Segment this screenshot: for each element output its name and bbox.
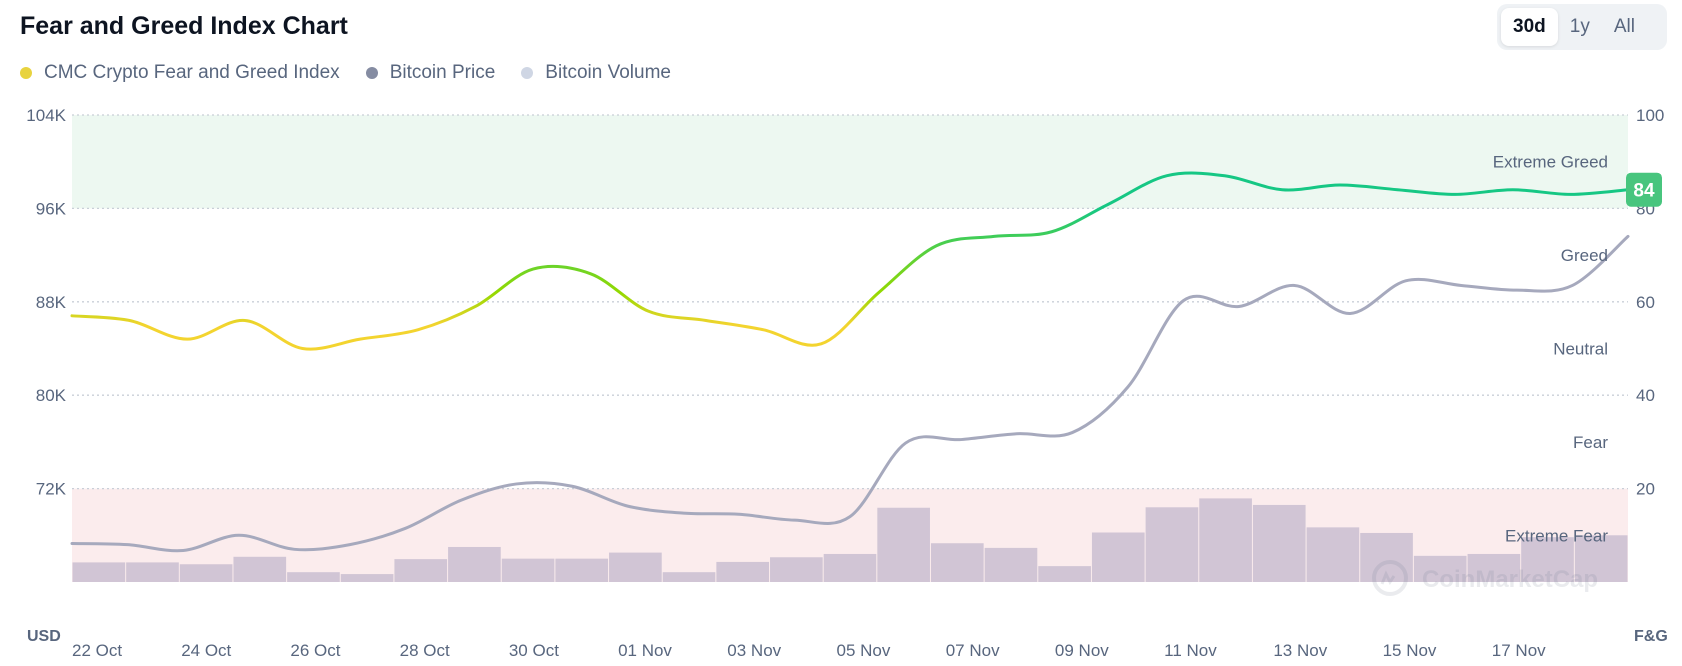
- time-range-selector: 30d 1y All: [1497, 4, 1667, 50]
- legend-item-fear-greed[interactable]: CMC Crypto Fear and Greed Index: [20, 62, 340, 84]
- zone-label: Greed: [1561, 246, 1608, 265]
- chart-legend: CMC Crypto Fear and Greed Index Bitcoin …: [20, 62, 671, 84]
- x-axis-tick: 11 Nov: [1164, 641, 1217, 660]
- zone-label: Extreme Greed: [1493, 153, 1608, 172]
- volume-bar[interactable]: [1360, 532, 1413, 582]
- x-axis-tick: 22 Oct: [72, 641, 122, 660]
- volume-bar[interactable]: [287, 572, 340, 582]
- x-axis-tick: 03 Nov: [727, 641, 781, 660]
- range-1y-button[interactable]: 1y: [1558, 8, 1602, 46]
- zone-label: Extreme Fear: [1505, 526, 1608, 545]
- legend-dot-bitcoin-price: [365, 67, 378, 79]
- x-axis-tick: 07 Nov: [946, 641, 1000, 660]
- volume-bar[interactable]: [770, 557, 823, 582]
- volume-bar[interactable]: [126, 562, 179, 582]
- extreme-greed-zone: [72, 115, 1628, 209]
- zone-label: Neutral: [1553, 340, 1608, 359]
- x-axis-tick: 01 Nov: [618, 641, 672, 660]
- volume-bar[interactable]: [1199, 498, 1252, 582]
- left-axis-unit: USD: [27, 628, 61, 645]
- right-axis-unit: F&G: [1634, 628, 1668, 645]
- volume-bar[interactable]: [340, 574, 394, 582]
- volume-bar[interactable]: [1038, 566, 1091, 582]
- volume-bar[interactable]: [1574, 535, 1628, 582]
- legend-dot-bitcoin-volume: [521, 67, 534, 79]
- bitcoin-price-line[interactable]: [70, 234, 1630, 553]
- volume-bar[interactable]: [823, 553, 877, 582]
- volume-bar[interactable]: [1306, 527, 1360, 582]
- x-axis-tick: 28 Oct: [400, 641, 450, 660]
- right-axis-tick: 20: [1636, 480, 1655, 499]
- left-axis-tick: 104K: [26, 106, 66, 125]
- legend-item-bitcoin-price[interactable]: Bitcoin Price: [365, 62, 496, 84]
- volume-bar[interactable]: [394, 559, 448, 582]
- watermark-text: CoinMarketCap: [1422, 566, 1598, 593]
- x-axis-tick: 17 Nov: [1492, 641, 1546, 660]
- volume-bar[interactable]: [555, 558, 609, 582]
- x-axis-tick: 09 Nov: [1055, 641, 1109, 660]
- volume-bar[interactable]: [877, 507, 930, 582]
- volume-bar[interactable]: [930, 543, 984, 582]
- volume-bar[interactable]: [984, 547, 1038, 582]
- volume-bar[interactable]: [1145, 507, 1199, 582]
- right-axis-tick: 60: [1636, 293, 1655, 312]
- volume-bar[interactable]: [716, 561, 770, 582]
- x-axis-tick: 26 Oct: [290, 641, 340, 660]
- left-axis-tick: 96K: [36, 199, 67, 218]
- current-value-text: 84: [1633, 181, 1655, 202]
- left-axis-tick: 88K: [36, 293, 67, 312]
- legend-label-bitcoin-volume: Bitcoin Volume: [545, 62, 671, 83]
- range-all-button[interactable]: All: [1602, 8, 1647, 46]
- right-axis-tick: 40: [1636, 386, 1655, 405]
- volume-bar[interactable]: [1252, 504, 1306, 582]
- volume-bar[interactable]: [1091, 532, 1145, 582]
- volume-bar[interactable]: [72, 562, 126, 582]
- x-axis-tick: 13 Nov: [1273, 641, 1327, 660]
- range-30d-button[interactable]: 30d: [1501, 8, 1558, 46]
- legend-dot-fear-greed: [20, 67, 32, 79]
- coinmarketcap-watermark-icon: [1372, 560, 1408, 596]
- page-title: Fear and Greed Index Chart: [20, 12, 348, 40]
- x-axis-tick: 15 Nov: [1383, 641, 1437, 660]
- volume-bar[interactable]: [1467, 553, 1521, 582]
- volume-bar[interactable]: [448, 546, 501, 582]
- legend-label-fear-greed: CMC Crypto Fear and Greed Index: [44, 62, 340, 83]
- fear-greed-line[interactable]: [70, 171, 1630, 351]
- x-axis-tick: 24 Oct: [181, 641, 231, 660]
- volume-bar[interactable]: [662, 572, 716, 582]
- legend-item-bitcoin-volume[interactable]: Bitcoin Volume: [521, 62, 671, 84]
- volume-bar[interactable]: [179, 564, 233, 582]
- legend-label-bitcoin-price: Bitcoin Price: [389, 62, 496, 83]
- x-axis-tick: 05 Nov: [837, 641, 891, 660]
- volume-bar[interactable]: [1413, 555, 1467, 582]
- left-axis-tick: 72K: [36, 480, 67, 499]
- left-axis-tick: 80K: [36, 386, 67, 405]
- volume-bar[interactable]: [501, 558, 555, 582]
- current-value-badge: [1626, 172, 1662, 207]
- volume-bar[interactable]: [1521, 537, 1574, 582]
- right-axis-tick: 100: [1636, 106, 1664, 125]
- x-axis-tick: 30 Oct: [509, 641, 559, 660]
- volume-bar[interactable]: [233, 556, 287, 582]
- volume-bar[interactable]: [609, 552, 662, 582]
- zone-label: Fear: [1573, 433, 1608, 452]
